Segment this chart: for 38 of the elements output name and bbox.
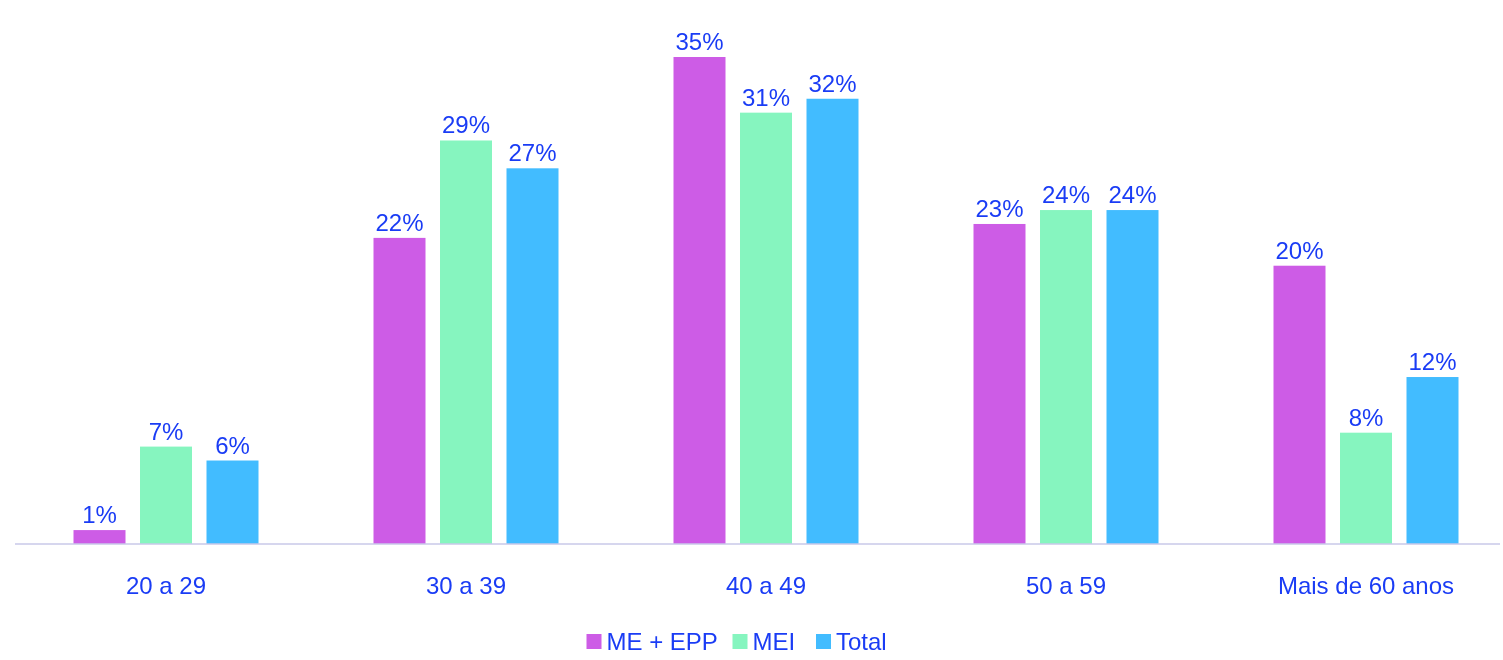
- bar: [740, 112, 792, 544]
- bar: [1040, 210, 1092, 544]
- data-label: 20%: [1275, 236, 1324, 264]
- x-tick-label: 20 a 29: [125, 572, 207, 599]
- data-label: 29%: [441, 111, 491, 139]
- data-label: 22%: [375, 208, 424, 236]
- bar: [373, 237, 426, 544]
- legend-label: Total: [836, 628, 887, 655]
- data-label: 24%: [1108, 181, 1157, 209]
- x-tick-label: 50 a 59: [1025, 572, 1107, 599]
- x-tick-label: Mais de 60 anos: [1277, 572, 1455, 599]
- bar: [206, 460, 259, 544]
- x-tick-label: 30 a 39: [425, 572, 507, 599]
- data-label: 7%: [148, 417, 184, 445]
- bar: [1273, 265, 1326, 544]
- bar: [73, 530, 126, 544]
- legend-label: MEI: [752, 628, 796, 655]
- bar: [140, 446, 192, 544]
- data-label: 24%: [1041, 181, 1091, 209]
- data-label: 23%: [975, 194, 1024, 222]
- data-label: 12%: [1408, 348, 1457, 376]
- data-label: 35%: [675, 28, 724, 55]
- bar: [973, 223, 1026, 544]
- data-label: 31%: [741, 83, 791, 111]
- data-label: 6%: [215, 431, 250, 459]
- data-label: 1%: [82, 501, 117, 529]
- bar: [1406, 377, 1459, 544]
- bar: [440, 140, 492, 544]
- data-label: 32%: [808, 69, 857, 97]
- bar: [806, 98, 859, 544]
- data-label: 27%: [508, 139, 557, 167]
- legend-label: ME + EPP: [606, 628, 718, 655]
- x-tick-label: 40 a 49: [725, 572, 807, 599]
- bar: [673, 57, 726, 544]
- bar: [1106, 210, 1159, 544]
- bar: [1340, 432, 1392, 544]
- data-label: 8%: [1348, 403, 1384, 431]
- bar: [506, 168, 559, 544]
